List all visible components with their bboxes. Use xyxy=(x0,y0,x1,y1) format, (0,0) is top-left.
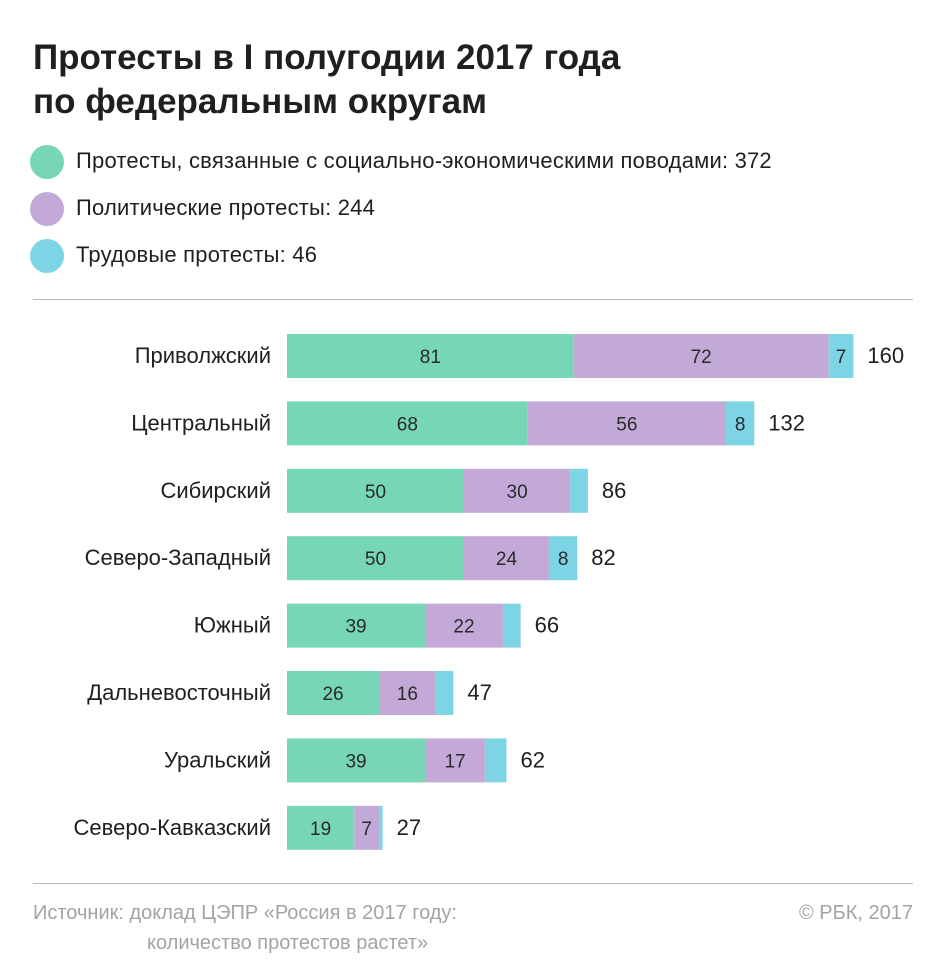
bar-value-label: 8 xyxy=(558,549,569,570)
category-label: Сибирский xyxy=(160,478,271,503)
legend-item-labor: Трудовые протесты: 46 xyxy=(30,232,930,279)
bar-segment-political xyxy=(354,805,380,850)
bar-segment-political xyxy=(425,603,503,648)
divider-top xyxy=(33,299,913,300)
bar-value-label: 50 xyxy=(365,482,386,503)
bar-segment-socioeconomic xyxy=(287,536,464,581)
bar-total-label: 160 xyxy=(867,343,904,368)
bar-value-label: 16 xyxy=(397,684,418,705)
bar-value-label: 17 xyxy=(445,751,466,772)
bar-segment-socioeconomic xyxy=(287,738,426,783)
bar-segment-socioeconomic xyxy=(287,334,574,378)
bar-total-label: 66 xyxy=(535,613,559,638)
legend: Протесты, связанные с социально-экономич… xyxy=(30,138,930,279)
bar-segment-socioeconomic xyxy=(287,671,380,715)
bar-segment-labor xyxy=(570,468,588,513)
source-note: Источник: доклад ЦЭПР «Россия в 2017 год… xyxy=(33,898,457,958)
bar-segment-socioeconomic xyxy=(287,468,464,513)
category-label: Уральский xyxy=(164,747,271,772)
category-label: Северо-Кавказский xyxy=(74,815,271,840)
legend-dot-socioeconomic xyxy=(30,145,64,179)
bar-value-label: 26 xyxy=(322,684,343,705)
bar-segment-labor xyxy=(502,603,521,648)
bar-segment-political xyxy=(425,738,486,783)
chart-title-line-1: Протесты в I полугодии 2017 года xyxy=(33,38,621,77)
category-label: Дальневосточный xyxy=(87,680,271,705)
bar-total-label: 27 xyxy=(397,815,421,840)
category-label: Северо-Западный xyxy=(85,545,271,570)
legend-label-labor: Трудовые протесты: 46 xyxy=(76,242,318,267)
legend-dot-political xyxy=(30,192,64,226)
divider-bottom xyxy=(33,883,913,884)
bar-segment-labor xyxy=(435,671,454,715)
bar-value-label: 68 xyxy=(397,414,418,435)
bar-segment-socioeconomic xyxy=(287,401,528,446)
category-label: Центральный xyxy=(131,410,271,435)
category-label: Южный xyxy=(194,613,271,638)
bar-segment-political xyxy=(573,334,829,378)
bar-total-label: 86 xyxy=(602,478,626,503)
chart-title: Протесты в I полугодии 2017 года по феде… xyxy=(33,36,913,124)
copyright-credit: © РБК, 2017 xyxy=(798,902,913,924)
bar-value-label: 56 xyxy=(616,414,637,435)
bar-value-label: 39 xyxy=(345,617,366,638)
legend-item-socioeconomic: Протесты, связанные с социально-экономич… xyxy=(30,138,930,185)
bar-segment-labor xyxy=(548,536,578,581)
legend-item-political: Политические протесты: 244 xyxy=(30,185,930,232)
bar-segment-political xyxy=(527,401,726,446)
bar-value-label: 81 xyxy=(420,347,441,368)
legend-label-socioeconomic: Протесты, связанные с социально-экономич… xyxy=(76,148,772,173)
bar-value-label: 19 xyxy=(310,819,331,840)
bar-value-label: 7 xyxy=(361,819,372,840)
bar-total-label: 47 xyxy=(467,680,491,705)
bar-segment-labor xyxy=(725,401,755,446)
legend-dot-labor xyxy=(30,239,64,273)
bar-value-label: 8 xyxy=(735,414,746,435)
bar-segment-labor xyxy=(828,334,854,378)
bar-segment-political xyxy=(379,671,436,715)
chart-title-line-2: по федеральным округам xyxy=(33,82,488,121)
bar-segment-political xyxy=(464,536,549,581)
bar-total-label: 62 xyxy=(520,747,544,772)
bar-value-label: 39 xyxy=(345,751,366,772)
source-line-1: Источник: доклад ЦЭПР «Россия в 2017 год… xyxy=(33,902,457,924)
bar-value-label: 24 xyxy=(496,549,518,570)
bar-value-label: 72 xyxy=(691,347,712,368)
source-line-2: количество протестов растет» xyxy=(147,932,429,954)
bar-value-label: 7 xyxy=(836,347,847,368)
legend-label-political: Политические протесты: 244 xyxy=(76,195,375,220)
bar-segment-labor xyxy=(485,738,507,783)
bar-segment-socioeconomic xyxy=(287,805,355,850)
bar-segment-labor xyxy=(379,805,383,850)
bar-segment-socioeconomic xyxy=(287,603,426,648)
bar-value-label: 30 xyxy=(507,482,528,503)
bar-total-label: 132 xyxy=(768,410,805,435)
bar-value-label: 50 xyxy=(365,549,386,570)
bar-segment-political xyxy=(464,468,571,513)
bar-value-label: 22 xyxy=(453,617,474,638)
bar-total-label: 82 xyxy=(591,545,615,570)
category-label: Приволжский xyxy=(135,343,271,368)
